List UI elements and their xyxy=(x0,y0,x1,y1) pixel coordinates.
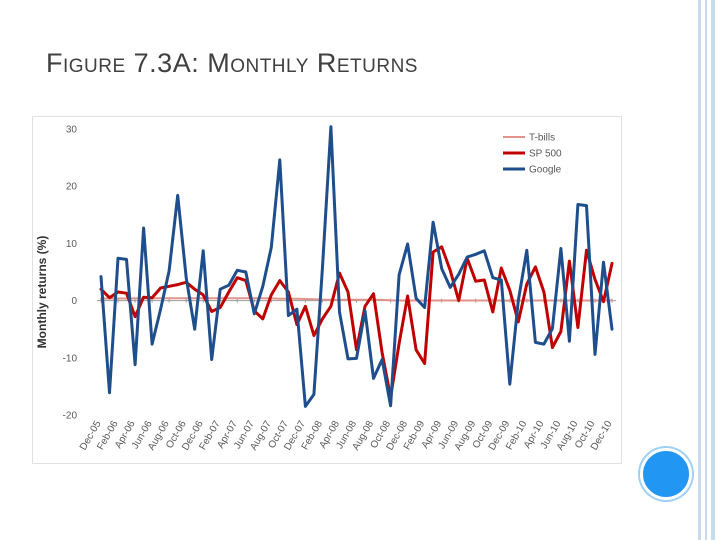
legend-label: Google xyxy=(529,165,562,176)
y-tick-label: 30 xyxy=(66,125,78,136)
series-line-t-bills xyxy=(100,297,613,302)
chart-panel: -20 -10 0 10 20 30 Dec-05 Feb-06 Apr-06 Jun-06 Aug… xyxy=(32,116,622,464)
y-tick-label: 0 xyxy=(71,296,77,307)
y-tick-label: -10 xyxy=(63,353,78,364)
y-tick-label: -20 xyxy=(63,411,78,422)
monthly-returns-chart: -20-100102030Dec-05Feb-06Apr-06Jun-06Aug… xyxy=(35,125,616,452)
series-line-sp-500 xyxy=(99,245,614,399)
series-line-google xyxy=(99,125,614,408)
legend-label: T-bills xyxy=(529,133,555,144)
y-axis-label: Monthly returns (%) xyxy=(35,236,49,349)
decor-line-2 xyxy=(705,0,707,540)
y-tick-label: 10 xyxy=(66,239,78,250)
slide-title: Figure 7.3A: Monthly Returns xyxy=(46,48,418,78)
legend-label: SP 500 xyxy=(529,149,562,160)
circle-button[interactable] xyxy=(640,448,692,500)
decor-line-3 xyxy=(711,0,715,540)
y-tick-label: 20 xyxy=(66,182,78,193)
decor-line-1 xyxy=(698,0,701,540)
